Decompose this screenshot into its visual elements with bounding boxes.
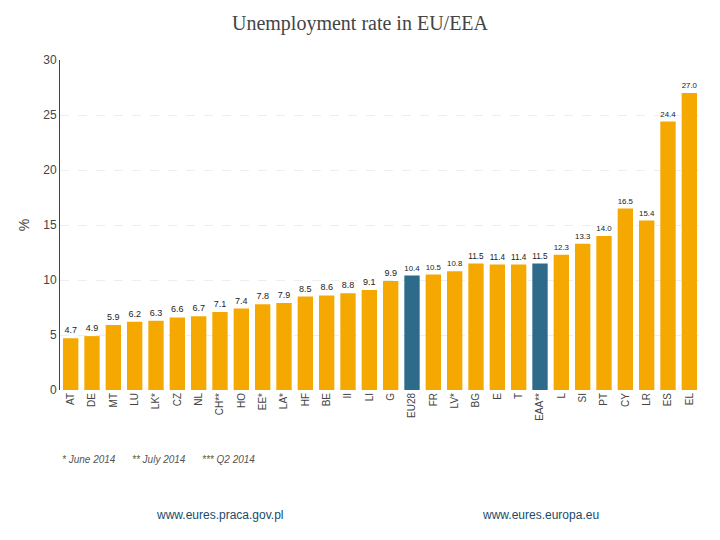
svg-text:LU: LU [129, 393, 140, 406]
svg-text:LR: LR [641, 393, 652, 406]
svg-text:II: II [342, 393, 353, 399]
svg-text:%: % [16, 219, 32, 231]
svg-text:EAA**: EAA** [534, 393, 545, 421]
svg-text:6.6: 6.6 [171, 304, 184, 314]
svg-text:LV*: LV* [449, 393, 460, 408]
svg-text:9.9: 9.9 [384, 268, 397, 278]
svg-text:7.8: 7.8 [256, 291, 269, 301]
svg-text:* June 2014 ** July 2014: * June 2014 ** July 2014 *** Q2 2014 [62, 454, 255, 465]
svg-text:11.4: 11.4 [511, 253, 527, 262]
svg-text:13.3: 13.3 [575, 232, 591, 241]
svg-text:BG: BG [470, 393, 481, 408]
svg-text:10: 10 [43, 273, 57, 287]
svg-text:8.5: 8.5 [299, 284, 312, 294]
svg-text:15.4: 15.4 [639, 209, 655, 218]
svg-text:10.4: 10.4 [404, 264, 420, 273]
svg-text:27.0: 27.0 [682, 81, 698, 90]
svg-text:LA*: LA* [278, 393, 289, 409]
svg-text:6.3: 6.3 [150, 308, 163, 318]
svg-text:11.5: 11.5 [468, 252, 484, 261]
svg-text:16.5: 16.5 [618, 197, 634, 206]
svg-text:L: L [556, 393, 567, 399]
svg-text:NL: NL [193, 393, 204, 406]
svg-text:10.5: 10.5 [426, 263, 442, 272]
svg-text:E: E [492, 393, 503, 400]
svg-text:7.9: 7.9 [278, 290, 291, 300]
svg-text:www.eures.praca.gov.pl: www.eures.praca.gov.pl [156, 508, 284, 522]
svg-text:8.8: 8.8 [342, 280, 355, 290]
svg-text:5.9: 5.9 [107, 312, 120, 322]
svg-text:AT: AT [65, 393, 76, 405]
svg-text:EL: EL [684, 393, 695, 406]
svg-text:G: G [385, 393, 396, 401]
svg-text:4.7: 4.7 [64, 325, 77, 335]
svg-text:30: 30 [43, 53, 57, 67]
svg-text:LI: LI [364, 393, 375, 401]
svg-text:HO: HO [236, 393, 247, 408]
svg-text:T: T [513, 393, 524, 399]
svg-text:14.0: 14.0 [596, 224, 612, 233]
svg-text:CH**: CH** [214, 393, 225, 415]
svg-text:BE: BE [321, 393, 332, 407]
svg-text:15: 15 [43, 218, 57, 232]
svg-text:Unemployment rate in EU/EEA: Unemployment rate in EU/EEA [232, 12, 489, 35]
svg-text:8.6: 8.6 [320, 282, 333, 292]
svg-text:SI: SI [577, 393, 588, 402]
svg-text:HF: HF [300, 393, 311, 406]
svg-text:PT: PT [598, 393, 609, 406]
svg-text:25: 25 [43, 108, 57, 122]
svg-text:24.4: 24.4 [660, 110, 676, 119]
svg-text:ES: ES [662, 393, 673, 407]
svg-text:CY: CY [620, 393, 631, 407]
svg-text:4.9: 4.9 [86, 323, 99, 333]
svg-text:6.2: 6.2 [128, 309, 141, 319]
svg-text:11.5: 11.5 [532, 252, 548, 261]
svg-text:9.1: 9.1 [363, 277, 376, 287]
svg-text:0: 0 [50, 383, 57, 397]
svg-text:12.3: 12.3 [554, 243, 570, 252]
svg-text:20: 20 [43, 163, 57, 177]
svg-text:6.7: 6.7 [192, 303, 205, 313]
svg-text:7.4: 7.4 [235, 296, 248, 306]
svg-text:LK*: LK* [150, 393, 161, 409]
svg-text:www.eures.europa.eu: www.eures.europa.eu [482, 508, 599, 522]
svg-text:EE*: EE* [257, 393, 268, 410]
svg-text:DE: DE [86, 393, 97, 407]
svg-text:FR: FR [428, 393, 439, 406]
svg-text:5: 5 [50, 328, 57, 342]
svg-text:11.4: 11.4 [490, 253, 506, 262]
svg-text:CZ: CZ [172, 393, 183, 406]
svg-text:7.1: 7.1 [214, 299, 227, 309]
svg-text:MT: MT [108, 393, 119, 407]
svg-text:10.8: 10.8 [447, 259, 463, 268]
svg-text:EU28: EU28 [406, 393, 417, 418]
